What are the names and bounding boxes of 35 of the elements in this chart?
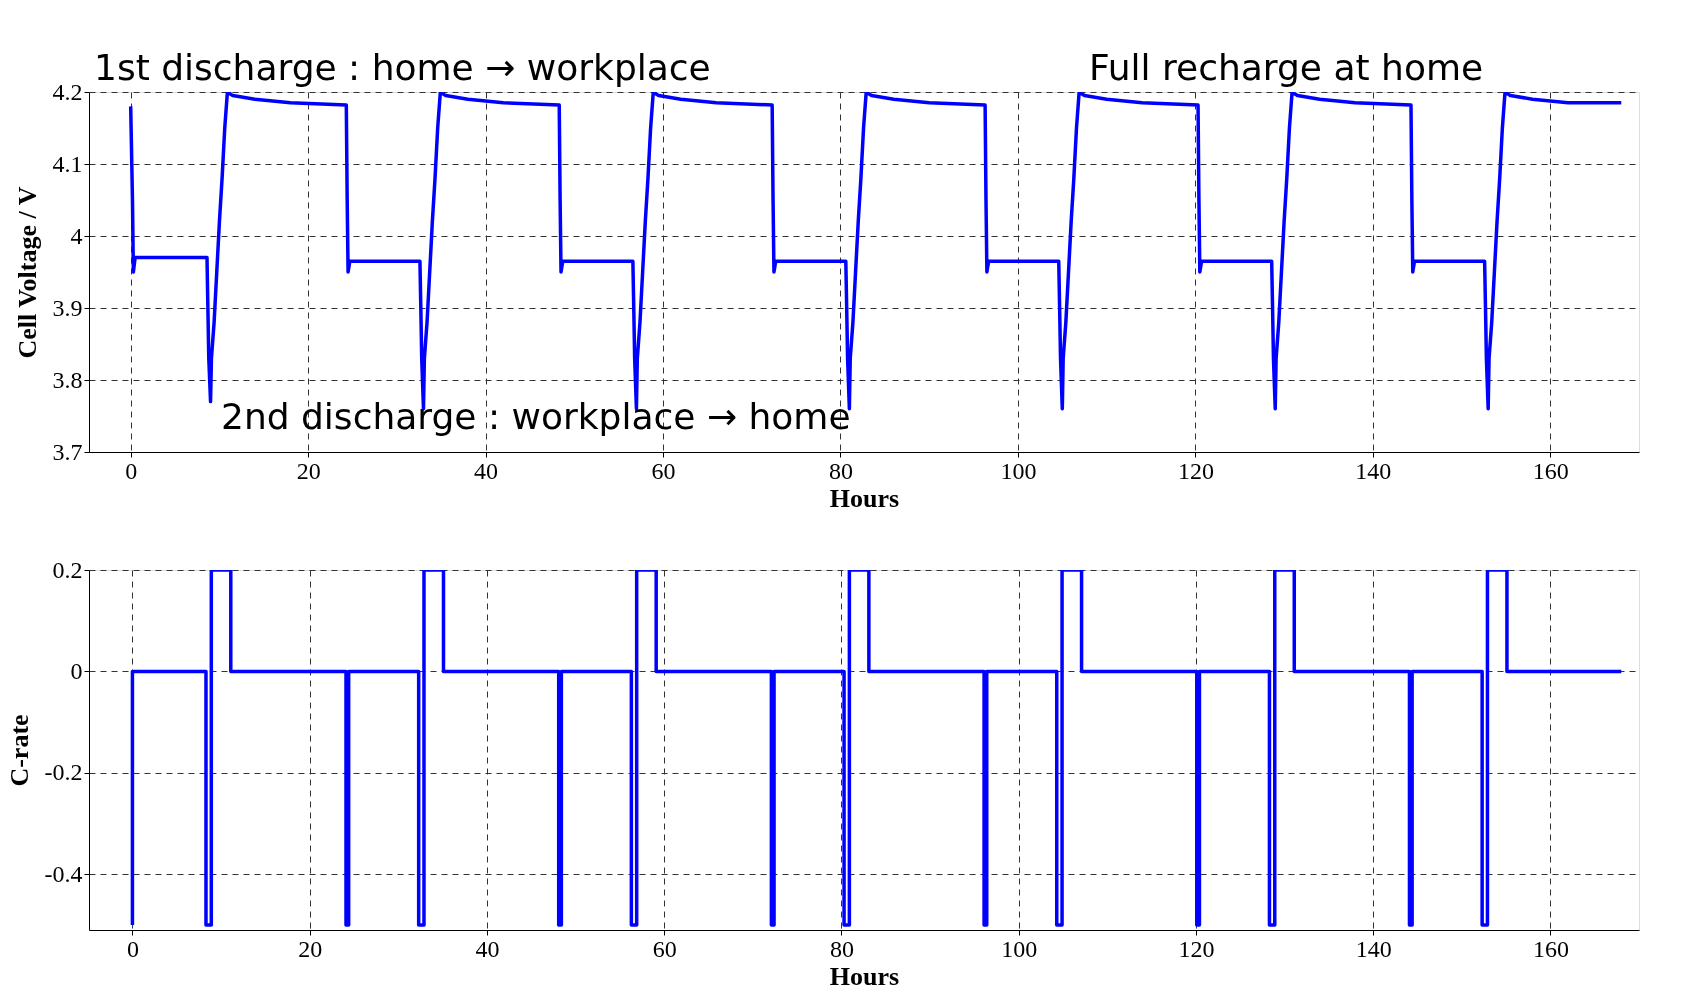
- x-tick-label: 120: [1177, 457, 1214, 484]
- x-tick-label: 80: [829, 935, 854, 962]
- x-tick-label: 120: [1178, 935, 1215, 962]
- y-tick-label: 4: [70, 222, 83, 249]
- x-tick-label: 140: [1355, 935, 1392, 962]
- x-tick-label: 100: [1000, 457, 1037, 484]
- y-tick-label: -0.4: [44, 860, 83, 887]
- x-tick-label: 60: [651, 457, 676, 484]
- x-tick-label: 40: [474, 457, 499, 484]
- x-tick-label: 20: [296, 457, 321, 484]
- annotation: 2nd discharge : workplace → home: [221, 396, 851, 437]
- y-tick-label: 0.2: [52, 556, 83, 583]
- y-tick-label: -0.2: [44, 759, 83, 786]
- x-axis-title: Hours: [829, 483, 900, 513]
- x-tick-label: 100: [1001, 935, 1038, 962]
- x-axis-title: Hours: [829, 961, 900, 991]
- text: Full recharge at home: [1089, 47, 1484, 88]
- x-tick-label: 20: [298, 935, 323, 962]
- x-tick-label: 160: [1532, 457, 1569, 484]
- text: 1st discharge : home → workplace: [94, 47, 711, 88]
- x-tick-label: 40: [475, 935, 500, 962]
- y-axis-title: Cell Voltage / V: [12, 186, 42, 359]
- x-tick-label: 80: [828, 457, 853, 484]
- x-tick-label: 60: [652, 935, 677, 962]
- x-tick-label: 160: [1532, 935, 1569, 962]
- y-tick-label: 0: [70, 657, 83, 684]
- y-tick-label: 3.7: [52, 438, 83, 465]
- x-tick-label: 0: [125, 457, 138, 484]
- y-tick-label: 4.2: [52, 78, 83, 105]
- x-tick-label: 140: [1355, 457, 1392, 484]
- y-tick-label: 3.9: [52, 294, 83, 321]
- y-tick-label: 3.8: [52, 366, 83, 393]
- y-tick-label: 4.1: [52, 150, 83, 177]
- y-axis-title: C-rate: [4, 714, 34, 787]
- x-tick-label: 0: [126, 935, 139, 962]
